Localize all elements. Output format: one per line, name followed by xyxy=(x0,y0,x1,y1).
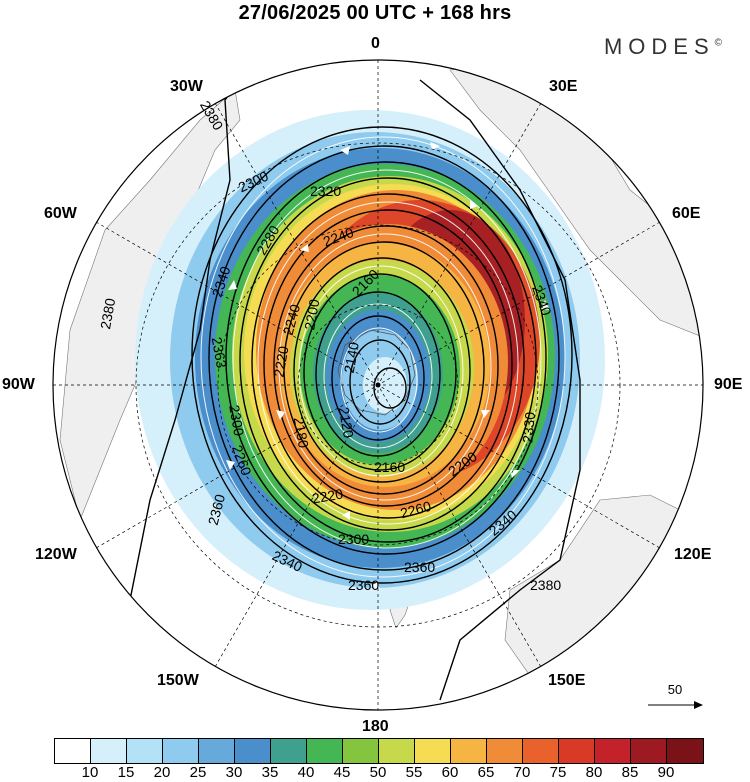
contour-label: 2330 xyxy=(519,411,538,444)
contour-label: 2240 xyxy=(280,302,304,336)
lon-label-30w: 30W xyxy=(170,78,203,95)
lon-label-90e: 90E xyxy=(714,376,743,393)
colorbar-tick-label: 30 xyxy=(225,764,243,781)
brand-mark: © xyxy=(714,37,722,49)
lon-label-120e: 120E xyxy=(674,546,712,563)
lon-label-150w: 150W xyxy=(157,672,199,689)
colorbar-tick-label: 50 xyxy=(369,764,387,781)
colorbar-swatch xyxy=(451,739,487,763)
wind-streamlines xyxy=(200,136,566,578)
colorbar-tick-label: 55 xyxy=(405,764,423,781)
modes-logo: MODES© xyxy=(604,34,722,60)
reference-vector-label: 50 xyxy=(667,682,683,697)
colorbar-swatch xyxy=(271,739,307,763)
colorbar-swatch xyxy=(487,739,523,763)
colorbar-tick-label: 75 xyxy=(549,764,567,781)
lon-label-180: 180 xyxy=(362,718,389,735)
colorbar-tick-label: 10 xyxy=(81,764,99,781)
contour-label: 2220 xyxy=(270,345,291,379)
lon-label-120w: 120W xyxy=(35,546,77,563)
contour-label: 2120 xyxy=(336,406,357,440)
colorbar-tick-label: 20 xyxy=(153,764,171,781)
colorbar-swatch xyxy=(55,739,91,763)
wind-arrow-heads xyxy=(226,142,550,590)
colorbar-tick-label: 25 xyxy=(189,764,207,781)
colorbar-swatch xyxy=(523,739,559,763)
contour-label: 2360 xyxy=(205,492,229,526)
contour-label: 2140 xyxy=(341,341,362,375)
contour-label: 2160 xyxy=(374,459,405,475)
lon-label-0: 0 xyxy=(371,35,380,52)
contour-label: 2220 xyxy=(311,485,345,506)
contour-label: 2300 xyxy=(226,404,247,438)
colorbar-swatch xyxy=(307,739,343,763)
colorbar-swatch xyxy=(379,739,415,763)
colorbar-tick-label: 65 xyxy=(477,764,495,781)
reference-arrow xyxy=(648,701,703,709)
colorbar-swatch xyxy=(559,739,595,763)
colorbar-labels: 10 15 20 25 30 35 40 45 50 55 60 65 70 75 80 85 90 xyxy=(54,764,704,782)
colorbar-tick-label: 85 xyxy=(621,764,639,781)
colorbar-tick-label: 60 xyxy=(441,764,459,781)
contour-label: 2260 xyxy=(399,498,433,522)
colorbar-tick-label: 90 xyxy=(657,764,675,781)
contour-label: 2360 xyxy=(404,559,435,575)
colorbar-swatch xyxy=(415,739,451,763)
colorbar-tick-label: 80 xyxy=(585,764,603,781)
colorbar-tick-label: 70 xyxy=(513,764,531,781)
brand-text: MODES xyxy=(603,34,715,59)
contour-label: 2360 xyxy=(348,577,379,593)
contour-label: 2300 xyxy=(338,531,369,547)
lon-label-150e: 150E xyxy=(548,672,586,689)
colorbar-swatch xyxy=(235,739,271,763)
contour-label: 2320 xyxy=(310,183,341,199)
map-boundary xyxy=(52,59,704,711)
lon-label-60w: 60W xyxy=(44,205,77,222)
colorbar-swatch xyxy=(343,739,379,763)
lon-label-30e: 30E xyxy=(549,78,578,95)
colorbar-swatch xyxy=(631,739,667,763)
colorbar-tick-label: 45 xyxy=(333,764,351,781)
colorbar-swatch xyxy=(667,739,703,763)
colorbar-swatch xyxy=(127,739,163,763)
south-pole-marker xyxy=(375,382,381,388)
colorbar-swatch xyxy=(595,739,631,763)
colorbar-tick-label: 35 xyxy=(261,764,279,781)
colorbar-swatch xyxy=(163,739,199,763)
colorbar-swatch xyxy=(199,739,235,763)
contour-label: 2380 xyxy=(97,297,118,331)
colorbar-tick-label: 15 xyxy=(117,764,135,781)
lon-label-60e: 60E xyxy=(672,205,701,222)
map-title: 27/06/2025 00 UTC + 168 hrs xyxy=(238,2,512,24)
wind-shading xyxy=(135,110,605,610)
colorbar xyxy=(54,738,704,764)
contour-label: 2380 xyxy=(530,577,561,593)
lon-label-90w: 90W xyxy=(2,376,35,393)
colorbar-swatch xyxy=(91,739,127,763)
contour-label: 2200 xyxy=(301,298,322,332)
colorbar-tick-label: 40 xyxy=(297,764,315,781)
contour-label: 2180 xyxy=(291,416,312,450)
contour-label: 2363 xyxy=(209,336,230,370)
land-antarctica xyxy=(337,329,416,416)
